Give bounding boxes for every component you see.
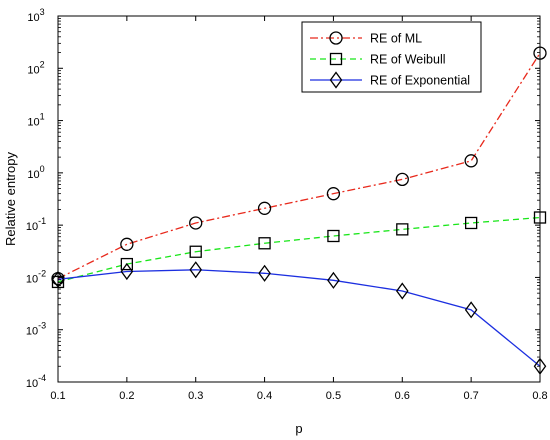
legend-marker-diamond: [329, 71, 343, 89]
legend-entry: RE of Weibull: [310, 53, 446, 67]
x-tick-label: 0.4: [257, 390, 272, 402]
x-tick-label: 0.8: [532, 390, 547, 402]
data-point-circle: [257, 201, 272, 215]
data-point-diamond: [464, 301, 478, 319]
data-point-circle: [189, 216, 203, 230]
plot-frame: [57, 15, 541, 383]
data-point-square: [327, 229, 340, 243]
data-point-circle: [395, 172, 409, 187]
y-tick-label: 100: [27, 164, 44, 181]
data-point-circle: [464, 154, 478, 168]
series-2: [51, 211, 547, 289]
y-ticks: 10-4 10-3 10-2 10-1 100 101 102 103: [26, 7, 540, 390]
legend-marker-square: [329, 52, 343, 66]
legend: RE of ML RE of Weibull RE of Exponential: [301, 21, 482, 93]
x-tick-label: 0.3: [188, 390, 203, 402]
y-tick-label: 10-4: [26, 373, 46, 390]
y-axis-label: Relative entropy: [3, 152, 18, 246]
data-point-diamond: [189, 261, 203, 279]
x-ticks: 0.1 0.2 0.3 0.4 0.5 0.6 0.7 0.8: [50, 16, 548, 402]
y-tick-label: 10-3: [26, 321, 46, 338]
legend-entry: RE of Exponential: [310, 71, 470, 89]
series-line-2: [57, 216, 541, 283]
legend-label: RE of Weibull: [370, 53, 446, 67]
y-tick-label: 102: [27, 59, 44, 76]
legend-label: RE of ML: [370, 32, 422, 46]
x-tick-label: 0.5: [326, 390, 341, 402]
data-point-diamond: [258, 264, 271, 282]
y-tick-label: 101: [27, 112, 44, 129]
data-point-square: [189, 245, 202, 258]
legend-entry: RE of ML: [310, 31, 422, 46]
x-tick-label: 0.7: [463, 390, 478, 402]
data-point-square: [396, 223, 409, 236]
series-line-3: [57, 269, 541, 367]
x-tick-label: 0.1: [50, 390, 65, 402]
data-point-square: [258, 237, 271, 250]
y-tick-label: 103: [27, 7, 44, 24]
series-line-1: [57, 52, 541, 280]
x-tick-label: 0.6: [395, 390, 410, 402]
series-3: [51, 261, 547, 375]
y-tick-label: 10-1: [26, 216, 46, 233]
data-point-diamond: [395, 282, 409, 300]
legend-label: RE of Exponential: [370, 74, 470, 88]
data-point-diamond: [327, 271, 340, 289]
data-point-circle: [120, 237, 134, 251]
legend-marker-circle: [329, 31, 343, 45]
y-tick-label: 10-2: [26, 268, 46, 285]
x-tick-label: 0.2: [119, 390, 134, 402]
data-point-square: [120, 257, 134, 271]
data-point-circle: [326, 187, 341, 201]
data-point-square: [464, 216, 478, 230]
data-point-diamond: [120, 262, 134, 281]
x-axis-label: p: [295, 421, 302, 436]
